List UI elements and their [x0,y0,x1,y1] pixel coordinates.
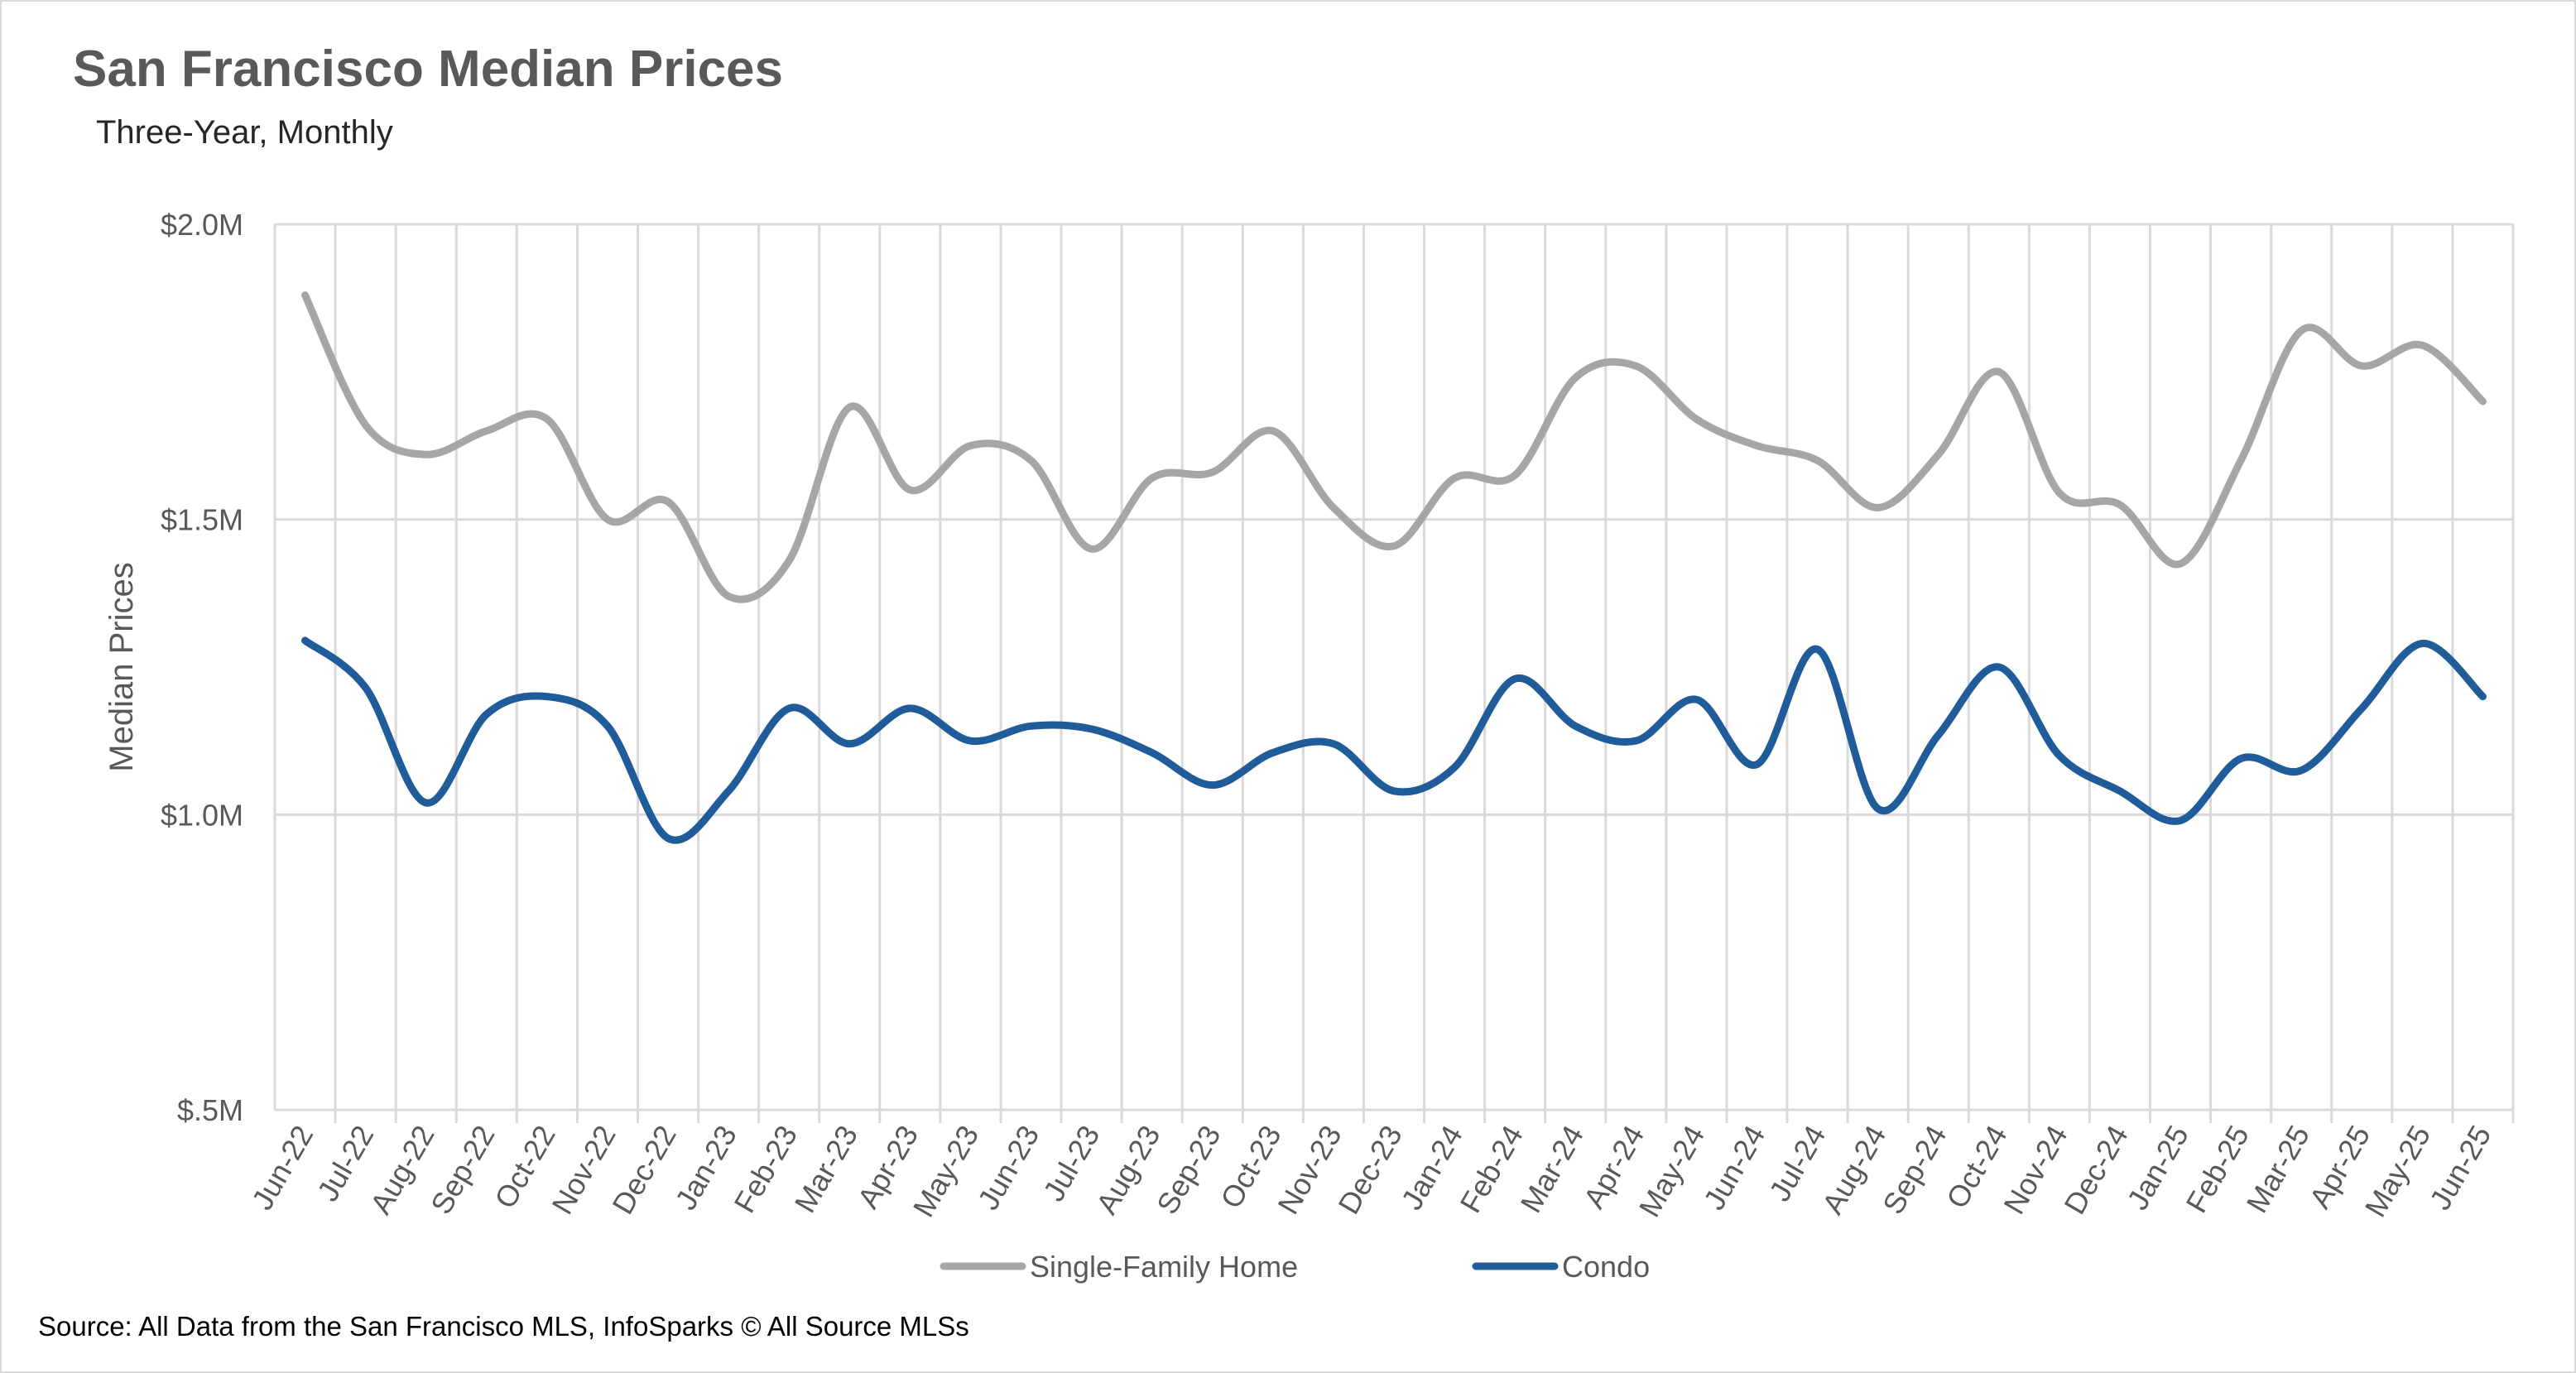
data-point [665,498,671,505]
data-point [1149,475,1156,482]
data-point [1209,469,1216,476]
x-tick-label: Jun-22 [245,1120,320,1216]
y-tick-label: $1.0M [161,798,243,832]
data-point [846,741,853,747]
data-point [2177,817,2184,823]
data-point [1391,543,1397,550]
data-point [2056,752,2063,759]
data-point [2419,342,2425,348]
data-point [725,788,732,795]
data-point [1391,788,1397,795]
data-point [1028,457,1035,463]
data-point [1511,675,1518,682]
data-point [1996,664,2002,670]
data-point [423,799,430,806]
data-point [1451,475,1458,482]
data-point [423,451,430,458]
data-point [1935,451,1942,458]
source-note: Source: All Data from the San Francisco … [38,1311,969,1342]
data-point [1330,741,1337,747]
data-point [1632,362,1639,369]
data-point [2117,502,2123,508]
data-point [665,835,671,842]
data-point [846,404,853,410]
data-point [604,723,611,729]
data-point [1814,457,1821,463]
data-point [1996,368,2002,375]
data-point [363,684,369,691]
data-point [786,558,792,564]
data-point [2358,362,2365,369]
series-line-single-family-home [301,291,2487,603]
data-point [1270,749,1276,756]
data-point [2479,398,2486,405]
data-point [302,637,309,644]
y-tick-label: $.5M [177,1093,243,1127]
data-point [483,711,490,718]
data-point [1875,504,1882,511]
data-point [1875,805,1882,812]
data-point [1814,646,1821,653]
x-tick-label: Jun-24 [1697,1120,1772,1216]
data-point [2237,457,2244,463]
chart-title: San Francisco Median Prices [73,41,784,98]
data-point [483,428,490,434]
data-point [1028,723,1035,729]
data-point [544,415,550,422]
data-point [1753,443,1760,449]
data-point [1572,723,1579,729]
data-point [2237,756,2244,762]
y-axis-title: Median Prices [103,562,140,771]
data-point [906,705,913,712]
data-point [2117,788,2123,795]
data-point [1270,428,1276,434]
data-point [967,443,973,449]
data-point [363,422,369,429]
data-point [906,487,913,493]
data-point [1753,761,1760,768]
data-point [302,292,309,299]
x-tick-label: Jun-23 [971,1120,1046,1216]
data-point [1209,782,1216,789]
y-tick-label: $1.5M [161,503,243,537]
data-point [1693,415,1699,422]
data-point [1089,726,1095,732]
data-point [1935,732,1942,738]
data-point [2056,490,2063,497]
data-point [2419,640,2425,646]
data-point [2358,705,2365,712]
legend-item-single-family-home: Single-Family Home [1030,1250,1298,1284]
data-point [1632,737,1639,744]
data-point [786,705,792,712]
data-point [604,516,611,523]
data-point [1693,696,1699,703]
data-point [725,593,732,599]
data-point [2298,767,2304,774]
legend-item-condo: Condo [1562,1250,1650,1284]
data-point [2177,560,2184,567]
data-point [1451,764,1458,771]
data-point [967,737,973,744]
x-tick-label: Jun-25 [2423,1120,2498,1216]
data-point [544,694,550,700]
y-tick-label: $2.0M [161,208,243,242]
data-point [1089,545,1095,552]
chart-subtitle: Three-Year, Monthly [96,114,393,151]
data-point [1149,749,1156,756]
series-line-condo [301,636,2487,844]
data-point [1572,374,1579,381]
data-point [1511,472,1518,478]
data-point [2298,327,2304,334]
data-point [1330,504,1337,511]
data-point [2479,694,2486,700]
